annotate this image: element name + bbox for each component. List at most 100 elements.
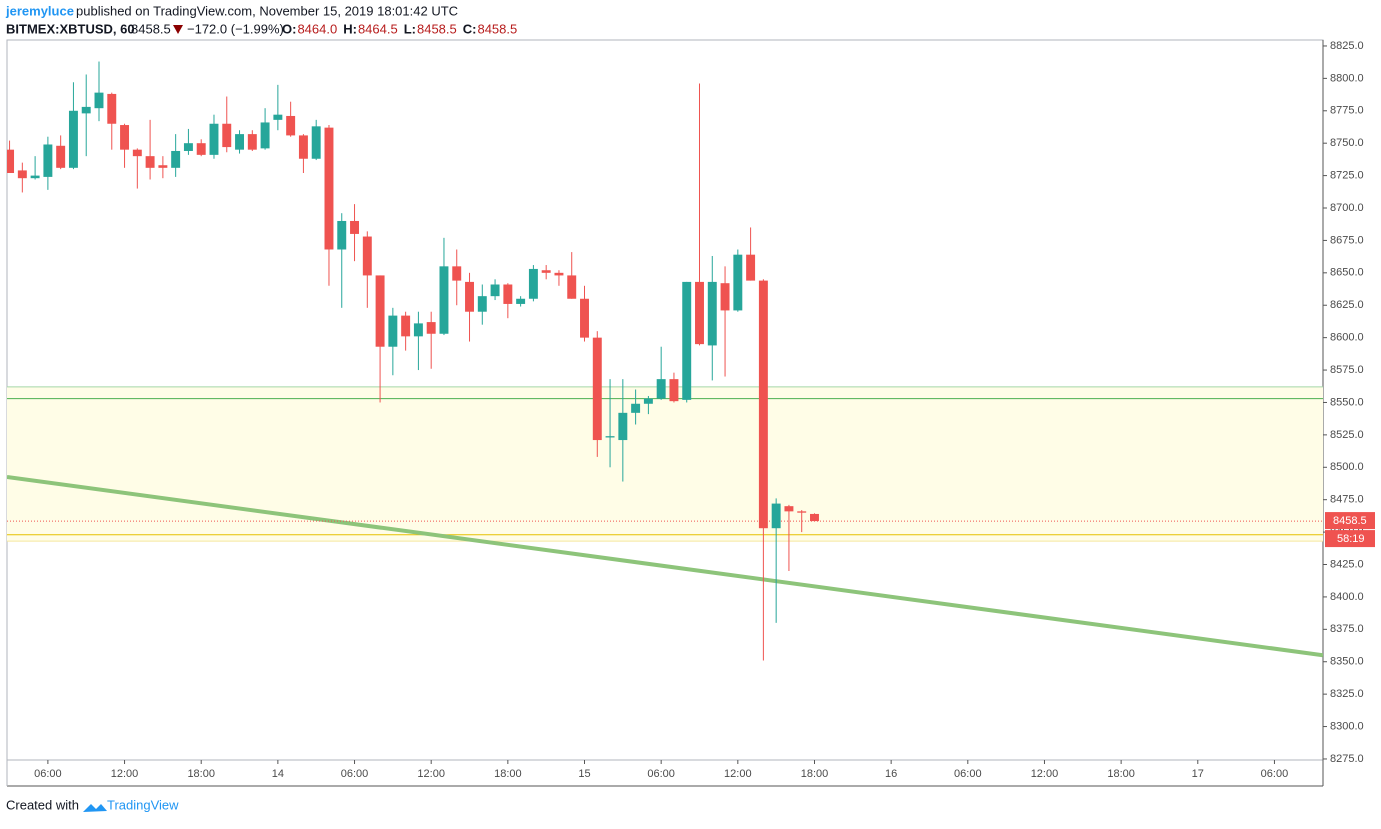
plot (7, 61, 1323, 661)
candle-body (145, 156, 155, 168)
user[interactable]: jeremyluce (5, 3, 74, 18)
candle-body (797, 511, 807, 513)
y-tick-label: 8275.0 (1330, 753, 1364, 765)
y-tick-label: 8425.0 (1330, 558, 1364, 570)
last: 8458.5 (131, 21, 171, 36)
candle-body (120, 125, 130, 150)
ohlc-label: C: (463, 21, 477, 36)
candle-body (490, 284, 500, 297)
ohlc-label: L: (404, 21, 416, 36)
candle-body (669, 379, 679, 402)
created: Created with (6, 797, 79, 812)
brand[interactable]: TradingView (107, 797, 179, 812)
y-tick-label: 8750.0 (1330, 137, 1364, 149)
candle-body (580, 298, 589, 338)
candle-body (43, 144, 53, 177)
x-tick-label: 18:00 (801, 768, 829, 780)
candle-body (337, 220, 347, 250)
candle-body (503, 284, 513, 304)
y-tick-label: 8650.0 (1330, 267, 1364, 279)
x-tick-label: 06:00 (341, 768, 369, 780)
y-tick-label: 8300.0 (1330, 720, 1364, 732)
ohlc-value: 8458.5 (477, 21, 517, 36)
candle-body (554, 272, 564, 276)
published: published on TradingView.com, November 1… (76, 3, 458, 18)
candle-body (171, 150, 181, 168)
candle-body (324, 127, 334, 250)
y-tick-label: 8550.0 (1330, 396, 1364, 408)
price-label-box (1325, 512, 1375, 530)
candle-body (707, 281, 717, 346)
x-tick-label: 16 (885, 768, 897, 780)
x-tick-label: 12:00 (724, 768, 752, 780)
ohlc-value: 8458.5 (417, 21, 457, 36)
y-tick-label: 8525.0 (1330, 429, 1364, 441)
candle-body (94, 92, 104, 109)
change: −172.0 (−1.99%) (187, 21, 284, 36)
candle-body (810, 513, 819, 522)
candle-body (68, 110, 78, 168)
candle-body (682, 281, 692, 400)
candle-body (247, 134, 257, 150)
ohlc-value: 8464.0 (297, 21, 337, 36)
candle-body (311, 126, 321, 159)
candle-body (618, 412, 628, 441)
candle-body (298, 135, 308, 159)
candle-body (758, 280, 768, 529)
ohlc-label: H: (343, 21, 357, 36)
candle-body (465, 281, 474, 312)
candle-body (541, 270, 551, 273)
candle-body (605, 436, 615, 438)
countdown-box (1325, 530, 1375, 548)
candle-body (695, 281, 704, 345)
y-tick-label: 8350.0 (1330, 656, 1364, 668)
candle-body (784, 506, 794, 512)
x-tick-label: 12:00 (111, 768, 139, 780)
candle-body (413, 323, 423, 337)
x-tick-label: 18:00 (187, 768, 215, 780)
candle-body (196, 143, 206, 155)
brand-logo (83, 804, 107, 812)
candle-body (222, 123, 232, 148)
candle-body (183, 143, 193, 151)
y-tick-label: 8700.0 (1330, 202, 1364, 214)
price-label: 8458.5 (1333, 515, 1367, 527)
candle-body (516, 298, 526, 304)
candle-body (439, 266, 449, 334)
candle-body (158, 165, 168, 168)
y-tick-label: 8675.0 (1330, 234, 1364, 246)
down-arrow (173, 25, 183, 34)
candle-body (733, 254, 743, 311)
countdown: 58:19 (1337, 533, 1365, 545)
x-tick-label: 12:00 (1031, 768, 1059, 780)
candle-body (771, 503, 781, 529)
candle-body (567, 275, 577, 299)
candle-body (656, 379, 666, 399)
y-tick-label: 8800.0 (1330, 72, 1364, 84)
candle-body (273, 114, 283, 120)
x-tick-label: 18:00 (1107, 768, 1135, 780)
candle-body (350, 220, 359, 234)
symbol: BITMEX:XBTUSD, 60 (6, 21, 135, 36)
candle-body (260, 122, 270, 149)
candle-body (746, 254, 756, 281)
candle-body (720, 283, 730, 311)
x-tick-label: 06:00 (647, 768, 675, 780)
pane (7, 61, 1323, 661)
trendline (7, 475, 1323, 658)
candle-body (631, 403, 641, 413)
candle-body (235, 134, 245, 150)
ohlc-label: O: (282, 21, 296, 36)
candle-body (286, 115, 296, 136)
candle-body (643, 398, 653, 404)
candle-body (17, 170, 27, 179)
candle-body (375, 275, 385, 347)
x-tick-label: 15 (578, 768, 590, 780)
y-tick-label: 8375.0 (1330, 623, 1364, 635)
y-tick-label: 8600.0 (1330, 332, 1364, 344)
candle-body (56, 145, 66, 168)
y-tick-label: 8400.0 (1330, 591, 1364, 603)
x-tick-label: 06:00 (954, 768, 982, 780)
y-tick-label: 8725.0 (1330, 170, 1364, 182)
